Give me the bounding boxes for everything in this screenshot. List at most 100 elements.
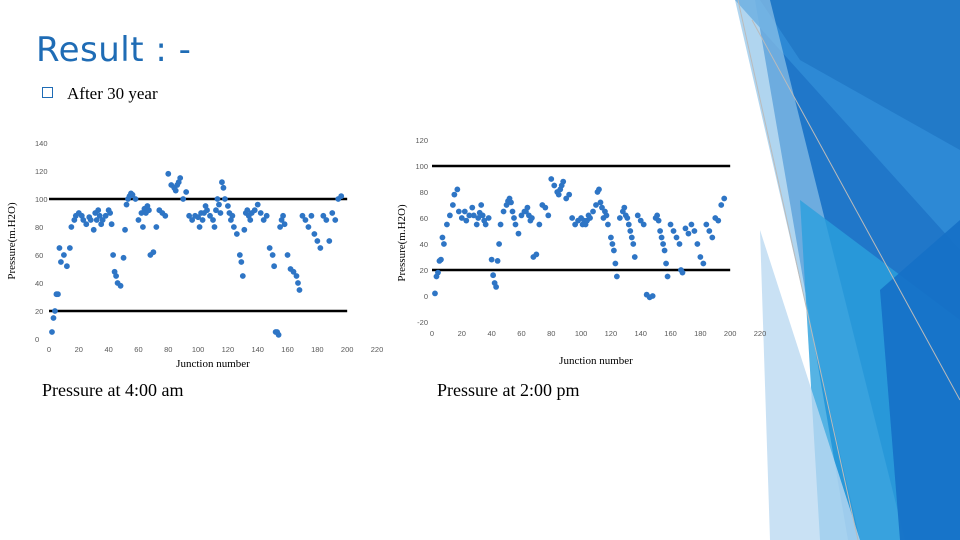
data-point xyxy=(87,217,94,223)
data-point xyxy=(49,329,55,335)
y-tick-label: 60 xyxy=(35,251,43,260)
data-point xyxy=(631,254,638,260)
data-point xyxy=(123,201,130,208)
data-point xyxy=(461,208,468,215)
data-point xyxy=(99,217,106,223)
data-point xyxy=(113,273,119,279)
x-tick-label: 80 xyxy=(164,345,172,354)
data-point xyxy=(545,212,552,219)
data-point xyxy=(195,214,201,221)
x-tick-label: 60 xyxy=(517,329,525,338)
data-point xyxy=(706,228,713,234)
data-point xyxy=(694,241,701,247)
data-point xyxy=(441,241,447,247)
data-point xyxy=(500,208,507,215)
data-point xyxy=(110,252,117,258)
data-point xyxy=(317,245,324,251)
data-point xyxy=(281,221,288,228)
data-point xyxy=(697,254,704,260)
y-tick-label: 80 xyxy=(35,223,43,232)
x-tick-label: 80 xyxy=(547,329,555,338)
y-tick-label: 80 xyxy=(420,188,428,197)
data-point xyxy=(603,212,610,219)
data-point xyxy=(466,212,473,219)
data-point xyxy=(277,224,283,230)
data-point xyxy=(444,221,450,228)
data-point xyxy=(95,207,102,214)
data-point xyxy=(479,212,486,219)
data-point xyxy=(295,280,301,286)
bullet-text: After 30 year xyxy=(67,84,158,103)
x-tick-label: 160 xyxy=(664,329,677,338)
y-tick-label: 100 xyxy=(35,195,48,204)
data-point xyxy=(511,215,517,221)
data-point xyxy=(542,204,549,211)
data-point xyxy=(630,241,637,247)
data-point xyxy=(233,231,240,237)
data-point xyxy=(138,210,145,216)
x-tick-label: 220 xyxy=(754,329,767,338)
data-point xyxy=(482,221,489,228)
data-point xyxy=(670,228,677,234)
data-point xyxy=(162,212,169,219)
data-point xyxy=(140,224,146,230)
data-point xyxy=(634,212,641,219)
data-point xyxy=(305,224,312,230)
data-point xyxy=(493,284,500,290)
data-point xyxy=(207,212,213,219)
data-point xyxy=(536,221,543,228)
data-point xyxy=(455,208,462,215)
data-point xyxy=(211,224,218,230)
data-point xyxy=(497,221,504,228)
data-point xyxy=(475,215,482,221)
x-tick-label: 60 xyxy=(134,345,142,354)
x-tick-label: 100 xyxy=(575,329,588,338)
data-point xyxy=(323,217,330,223)
bullet-item: After 30 year xyxy=(42,84,158,104)
data-point xyxy=(129,191,136,198)
data-point xyxy=(512,221,519,228)
data-point xyxy=(225,203,231,209)
y-tick-label: 100 xyxy=(415,162,428,171)
data-point xyxy=(593,202,599,208)
data-point xyxy=(66,245,73,251)
data-point xyxy=(145,207,152,214)
data-point xyxy=(657,228,664,234)
data-point xyxy=(673,234,680,241)
data-point xyxy=(280,212,286,219)
data-point xyxy=(649,293,656,299)
data-point xyxy=(449,202,456,208)
data-point xyxy=(183,189,190,195)
data-point xyxy=(63,263,70,270)
data-point xyxy=(320,212,327,219)
data-point xyxy=(102,212,109,219)
data-point xyxy=(494,258,501,264)
data-point xyxy=(679,269,686,276)
data-point xyxy=(229,212,236,219)
data-point xyxy=(587,215,593,221)
data-point xyxy=(533,251,540,258)
x-axis-title: Junction number xyxy=(559,355,633,367)
data-point xyxy=(244,207,251,214)
data-point xyxy=(625,221,632,228)
data-point xyxy=(721,195,728,202)
data-point xyxy=(90,226,97,233)
data-point xyxy=(204,207,210,214)
data-point xyxy=(703,221,710,228)
data-point xyxy=(275,331,282,338)
data-point xyxy=(52,308,58,314)
data-point xyxy=(186,212,193,219)
data-point xyxy=(122,226,128,233)
data-point xyxy=(216,201,222,208)
y-tick-label: 20 xyxy=(35,307,43,316)
data-point xyxy=(217,210,224,216)
data-point xyxy=(709,234,716,241)
data-point xyxy=(271,263,278,270)
x-tick-label: 100 xyxy=(192,345,205,354)
data-point xyxy=(473,221,480,228)
x-tick-label: 40 xyxy=(487,329,495,338)
caption-4am: Pressure at 4:00 am xyxy=(42,380,184,400)
x-tick-label: 0 xyxy=(47,345,51,354)
